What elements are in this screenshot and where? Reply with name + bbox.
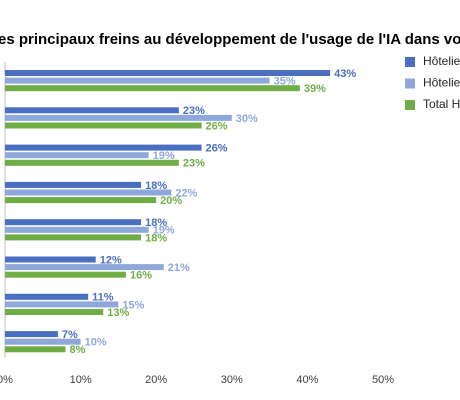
value-label: 18% bbox=[145, 217, 167, 229]
bar bbox=[5, 189, 172, 196]
bar bbox=[5, 122, 202, 129]
value-label: 22% bbox=[175, 187, 197, 199]
value-label: 13% bbox=[107, 307, 129, 319]
value-label: 26% bbox=[206, 120, 228, 132]
value-label: 16% bbox=[130, 270, 152, 282]
legend-swatch bbox=[405, 78, 415, 89]
bar bbox=[5, 264, 164, 271]
bar bbox=[5, 234, 142, 241]
value-label: 19% bbox=[153, 150, 175, 162]
bar bbox=[5, 197, 157, 204]
legend-swatch bbox=[405, 100, 415, 110]
bar bbox=[5, 77, 270, 84]
value-label: 23% bbox=[183, 158, 205, 170]
bar bbox=[5, 152, 149, 159]
value-label: 35% bbox=[274, 76, 296, 88]
value-label: 7% bbox=[62, 329, 78, 341]
value-label: 10% bbox=[85, 337, 107, 349]
value-label: 43% bbox=[334, 68, 356, 80]
legend-label: Total Ho bbox=[423, 97, 460, 111]
bar bbox=[5, 338, 81, 345]
bar bbox=[5, 85, 300, 92]
bar bbox=[5, 331, 58, 338]
bar bbox=[5, 293, 89, 300]
x-tick-label: 10% bbox=[70, 374, 92, 386]
bar bbox=[5, 219, 142, 226]
value-label: 39% bbox=[304, 83, 326, 95]
x-tick-label: 30% bbox=[221, 374, 243, 386]
bar bbox=[5, 144, 202, 151]
bar bbox=[5, 159, 179, 166]
bar bbox=[5, 346, 66, 353]
bar bbox=[5, 70, 331, 76]
value-label: 30% bbox=[236, 113, 258, 125]
value-label: 23% bbox=[183, 105, 205, 117]
bar bbox=[5, 107, 179, 114]
x-tick-label: 20% bbox=[145, 374, 167, 386]
value-label: 18% bbox=[145, 232, 167, 244]
x-tick-label: 0% bbox=[0, 374, 13, 386]
bar bbox=[5, 114, 232, 121]
bar bbox=[5, 181, 142, 188]
legend-swatch bbox=[405, 57, 415, 67]
value-label: 26% bbox=[206, 143, 228, 155]
bar bbox=[5, 226, 149, 233]
chart-title: es principaux freins au développement de… bbox=[0, 31, 460, 48]
value-label: 15% bbox=[122, 299, 144, 311]
value-label: 19% bbox=[153, 225, 175, 237]
value-label: 8% bbox=[69, 344, 85, 356]
x-tick-label: 50% bbox=[372, 374, 394, 386]
value-label: 20% bbox=[160, 195, 182, 207]
x-tick-label: 40% bbox=[296, 374, 318, 386]
value-label: 21% bbox=[168, 262, 190, 274]
value-label: 11% bbox=[92, 292, 114, 304]
legend-label: Hôtelie bbox=[423, 76, 460, 90]
value-label: 18% bbox=[145, 180, 167, 192]
bar bbox=[5, 256, 96, 263]
bar bbox=[5, 271, 126, 278]
bar bbox=[5, 301, 119, 308]
value-label: 12% bbox=[100, 254, 122, 266]
bar bbox=[5, 309, 104, 315]
legend-label: Hôtelie bbox=[423, 54, 460, 68]
